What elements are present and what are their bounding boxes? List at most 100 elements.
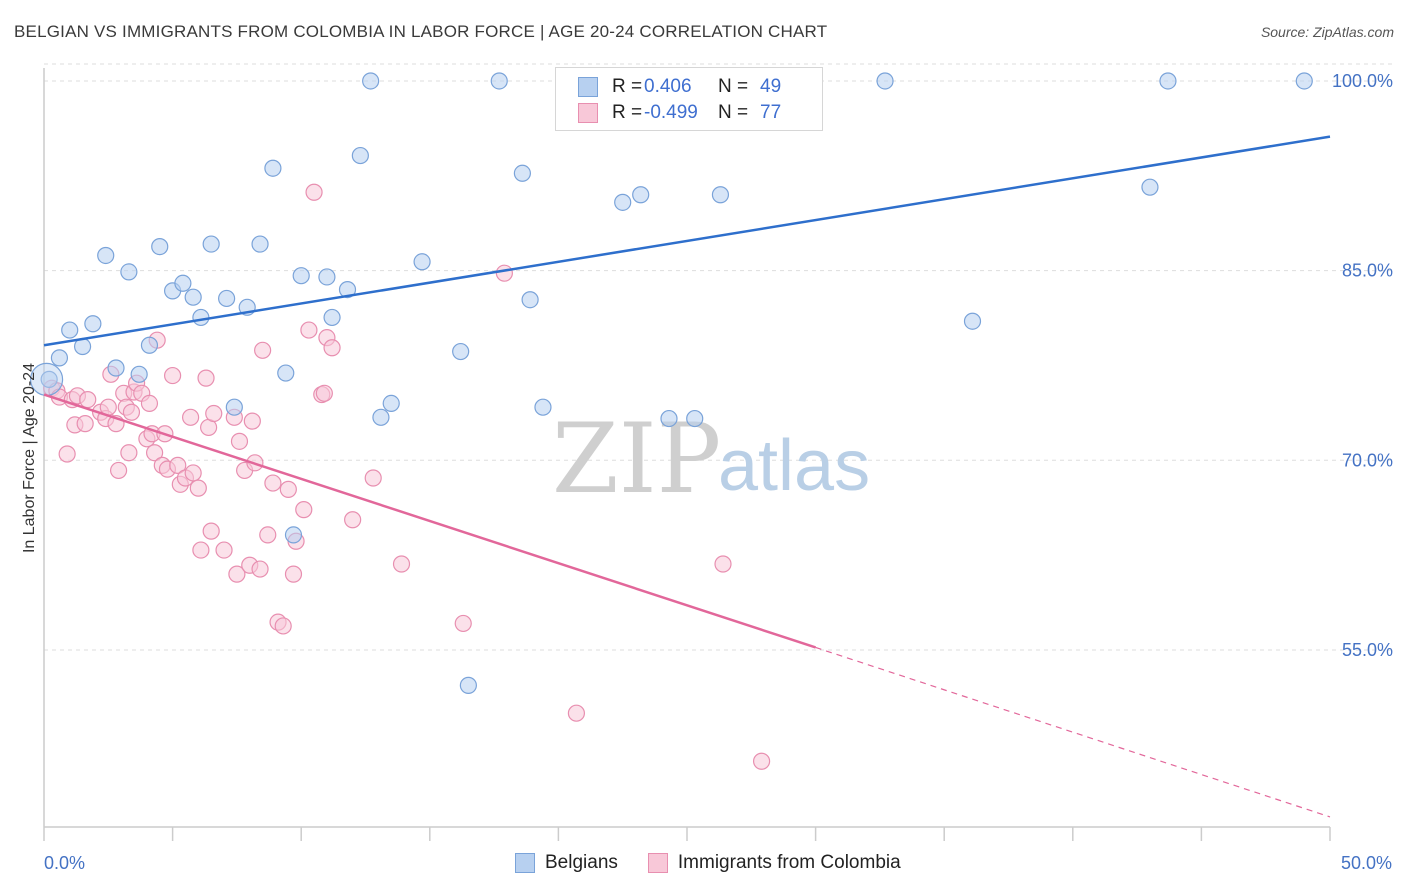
colombia-point (145, 444, 164, 462)
legend-r-value: 0.406 (644, 76, 692, 97)
colombia-point (323, 339, 341, 357)
colombia-point (120, 444, 138, 462)
belgians-point (413, 253, 431, 271)
colombia-point (164, 366, 182, 385)
colombia-point (184, 464, 202, 482)
belgians-point (292, 267, 310, 285)
colombia-point (202, 522, 220, 540)
colombia-point (392, 555, 411, 573)
colombia-point (300, 321, 318, 339)
belgians-point (151, 238, 169, 256)
colombia-trend-line (43, 393, 816, 649)
belgians-point (61, 321, 79, 339)
y-tick-label: 100.0% (1332, 71, 1393, 91)
colombia-point (251, 560, 269, 578)
belgians-point (218, 289, 236, 308)
colombia-point (714, 555, 732, 573)
belgians-trend-line (43, 135, 1331, 347)
y-axis-title: In Labor Force | Age 20-24 (21, 363, 38, 553)
legend-row-colombia: R = -0.499 N = 77 (578, 101, 790, 125)
y-tick-label: 70.0% (1342, 450, 1393, 470)
colombia-point (259, 526, 277, 544)
colombia-point (274, 617, 292, 635)
belgians-point (323, 308, 341, 327)
colombia-point (197, 369, 215, 387)
belgians-point (264, 159, 282, 177)
tick-labels: 55.0% 70.0% 85.0% 100.0% 0.0% 50.0% (44, 71, 1393, 873)
legend-swatch-belgians (515, 853, 535, 873)
belgians-point (120, 263, 138, 281)
legend-item-colombia[interactable]: Immigrants from Colombia (647, 852, 901, 874)
belgians-point (490, 72, 508, 90)
belgians-point (97, 246, 115, 265)
belgians-point (284, 526, 303, 544)
belgians-point (452, 342, 470, 361)
colombia-point (109, 461, 128, 480)
colombia-trend-extension (815, 646, 1331, 818)
legend-n-label: N = (718, 102, 749, 123)
y-tick-label: 55.0% (1342, 640, 1393, 660)
belgians-point (876, 72, 894, 90)
belgians-point (711, 186, 730, 204)
legend-swatch-colombia (647, 853, 668, 873)
legend-row-belgians: R = 0.406 N = 49 (578, 75, 790, 99)
colombia-point (215, 541, 233, 559)
colombia-point (192, 541, 210, 559)
belgians-point (84, 315, 102, 333)
colombia-point (454, 614, 472, 633)
colombia-point (567, 704, 586, 722)
belgians-point (686, 409, 704, 428)
belgians-point (107, 359, 125, 377)
colombia-point (295, 501, 313, 519)
watermark-atlas: atlas (718, 426, 870, 506)
legend-r-value: -0.499 (644, 102, 698, 123)
belgians-point (174, 274, 192, 292)
belgians-point (382, 394, 400, 413)
legend-r-label: R = (612, 102, 643, 123)
belgians-point (318, 268, 336, 286)
colombia-point (364, 469, 382, 487)
legend-swatch-colombia (578, 103, 598, 123)
legend-n-value: 49 (760, 76, 782, 97)
legend-n-value: 77 (760, 102, 782, 123)
belgians-point (459, 676, 477, 694)
belgians-point (351, 146, 369, 165)
belgians-point (534, 398, 552, 416)
colombia-point (140, 394, 159, 413)
belgians-point (963, 312, 982, 330)
belgians-point (362, 72, 380, 90)
colombia-point (279, 480, 297, 498)
belgians-point (632, 186, 650, 204)
axes (43, 68, 1331, 841)
colombia-point (79, 391, 97, 409)
colombia-point (344, 511, 362, 529)
legend-item-belgians[interactable]: Belgians (515, 852, 618, 874)
colombia-point (264, 474, 282, 492)
belgians-point (184, 288, 202, 306)
y-tick-label: 85.0% (1342, 261, 1393, 281)
colombia-point (254, 341, 272, 359)
belgians-point (521, 291, 539, 309)
belgians-point (130, 365, 148, 383)
belgians-point (50, 349, 69, 367)
source-label: Source: ZipAtlas.com (1260, 24, 1394, 40)
trend-lines (43, 135, 1331, 818)
colombia-point (189, 479, 207, 497)
colombia-point (182, 408, 200, 426)
chart-title: BELGIAN VS IMMIGRANTS FROM COLOMBIA IN L… (14, 22, 828, 41)
legend-n-label: N = (718, 76, 749, 97)
colombia-point (495, 264, 513, 282)
colombia-point (284, 565, 303, 583)
series-colombia-points (43, 183, 771, 770)
belgians-point (251, 235, 269, 253)
x-tick-label-min: 0.0% (44, 853, 85, 873)
belgians-point (1159, 72, 1177, 90)
belgians-point (513, 164, 531, 182)
belgians-point (277, 364, 295, 382)
series-belgians-points (29, 72, 1313, 694)
colombia-point (205, 404, 223, 423)
correlation-legend: R = 0.406 N = 49 R = -0.499 N = 77 (555, 67, 823, 131)
legend-r-label: R = (612, 76, 643, 97)
belgians-point (372, 408, 390, 426)
